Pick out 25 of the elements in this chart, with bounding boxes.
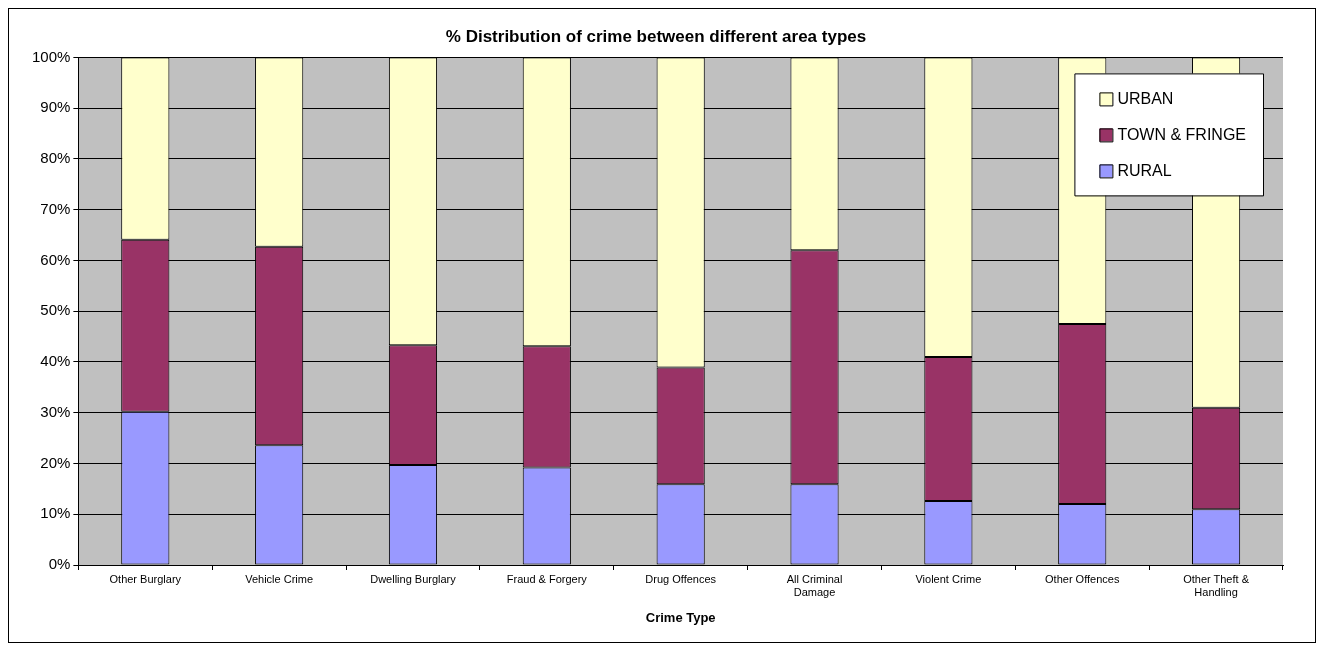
chart-title: % Distribution of crime between different area types bbox=[445, 26, 867, 46]
y-tick-label: 80% bbox=[40, 149, 71, 167]
x-tick-label: Dwelling Burglary bbox=[370, 572, 457, 585]
legend-label: RURAL bbox=[1117, 161, 1172, 179]
y-tick-label: 30% bbox=[40, 402, 71, 420]
y-tick-label: 90% bbox=[40, 98, 71, 116]
y-tick-label: 100% bbox=[31, 47, 71, 65]
x-tick-label: Other Burglary bbox=[109, 572, 182, 585]
legend-label: URBAN bbox=[1117, 89, 1174, 107]
y-tick-label: 40% bbox=[40, 352, 71, 370]
y-tick-label: 60% bbox=[40, 250, 71, 268]
y-tick-label: 50% bbox=[40, 301, 71, 319]
y-tick-label: 10% bbox=[40, 504, 71, 522]
x-tick-label: Violent Crime bbox=[915, 572, 982, 585]
x-tick-label: Fraud & Forgery bbox=[506, 572, 588, 585]
y-tick-label: 70% bbox=[40, 199, 71, 217]
x-tick-label: Other Theft & Handling bbox=[1183, 572, 1250, 598]
y-tick-label: 20% bbox=[40, 453, 71, 471]
legend-label: TOWN & FRINGE bbox=[1117, 125, 1246, 143]
x-tick-label: Other Offences bbox=[1045, 572, 1120, 585]
x-axis-title: Crime Type bbox=[645, 609, 716, 625]
x-tick-label: All Criminal Damage bbox=[786, 572, 843, 598]
x-tick-label: Vehicle Crime bbox=[245, 572, 314, 585]
y-tick-label: 0% bbox=[48, 555, 71, 573]
x-tick-label: Drug Offences bbox=[645, 572, 717, 585]
